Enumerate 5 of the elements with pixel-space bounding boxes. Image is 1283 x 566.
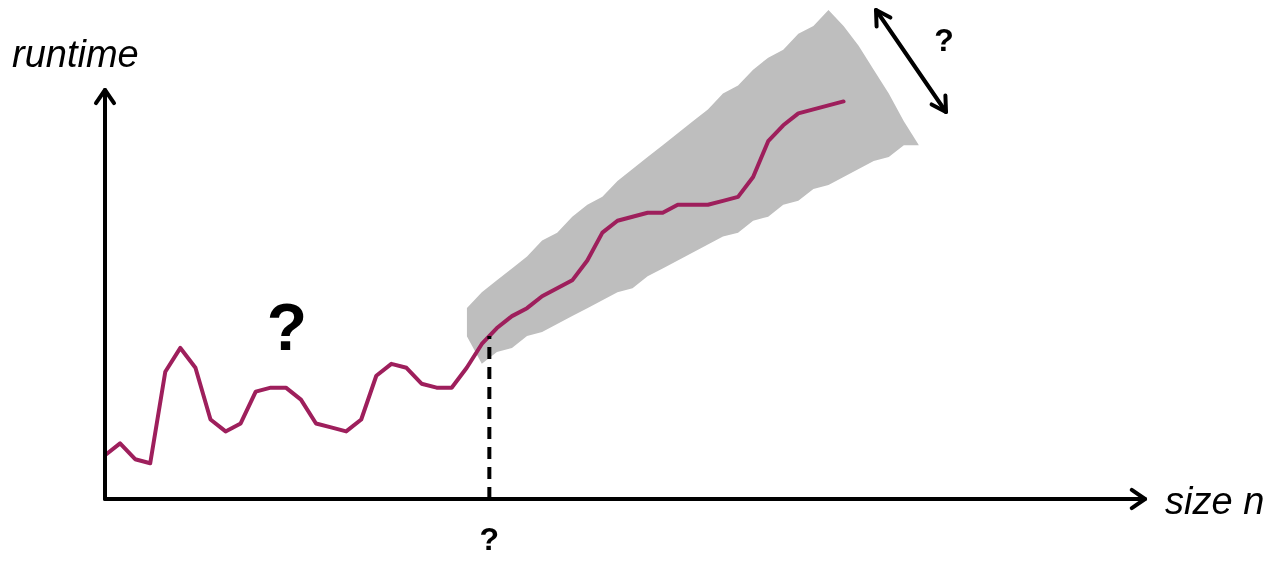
- text: ?: [934, 21, 954, 58]
- y-axis-title: runtime: [12, 32, 139, 75]
- x-axis-title: size n: [1165, 479, 1265, 522]
- annotation: ?: [266, 290, 308, 365]
- text: ?: [479, 520, 500, 557]
